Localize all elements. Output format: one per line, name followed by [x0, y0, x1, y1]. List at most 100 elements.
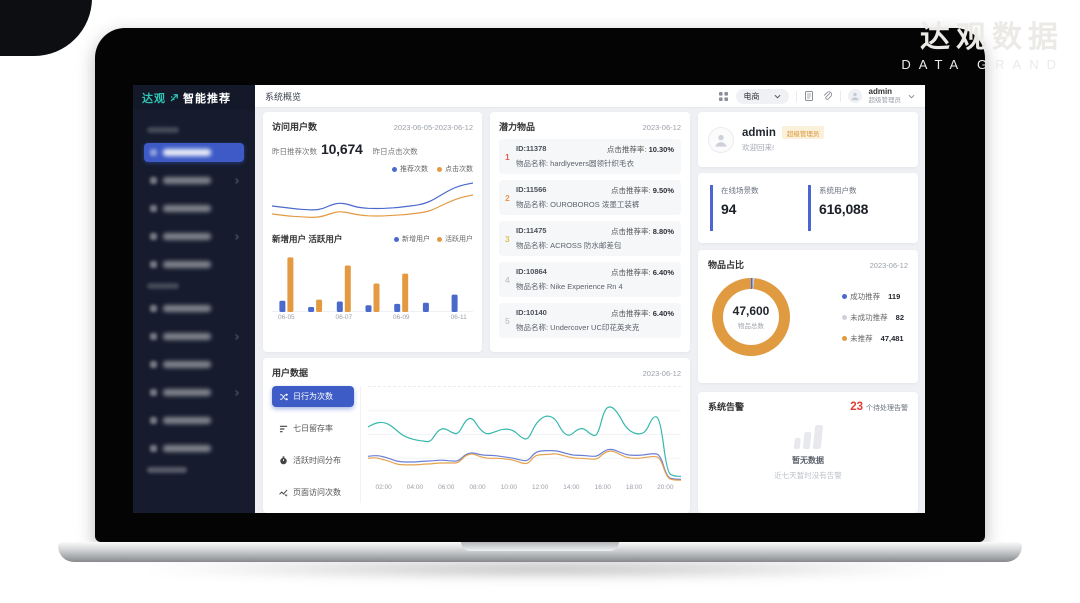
alerts-title: 系统告警 — [708, 402, 745, 412]
legend-label: 未成功推荐 — [850, 312, 888, 322]
user-data-tabs: 日行为次数 七日留存率 活跃时间分布 页面访问次数 — [272, 386, 360, 503]
chevron-down-icon[interactable] — [908, 94, 915, 99]
items-total-label: 物品总数 — [738, 323, 764, 330]
item-id-prefix: ID: — [516, 308, 526, 317]
x-tick-label — [301, 314, 330, 321]
sidebar-item-blurred[interactable] — [144, 411, 244, 430]
growth-chart-x-axis: 06-05 06-07 06-09 06-11 — [272, 314, 473, 321]
x-tick-label: 12:00 — [531, 484, 549, 491]
legend-dot-icon — [842, 314, 848, 320]
tab-label: 日行为次数 — [293, 392, 333, 401]
user-data-x-axis: 02:00 04:00 06:00 08:00 10:00 12:00 14:00 16:00… — [368, 484, 681, 491]
rec-count-label: 昨日推荐次数 — [272, 147, 317, 156]
potential-item-row[interactable]: 5 ID: 10140 点击推荐率: 6.40% 物品名称: Undercove… — [499, 303, 681, 338]
page-title: 系统概览 — [265, 91, 302, 102]
item-rate: 8.80% — [652, 227, 674, 236]
sidebar-item-icon — [150, 205, 157, 212]
user-role: 超级管理员 — [868, 96, 902, 104]
legend-dot-icon — [437, 236, 442, 242]
paperclip-icon[interactable] — [822, 91, 833, 102]
rank-badge: 1 — [505, 151, 510, 162]
welcome-user-name: admin — [742, 126, 776, 139]
kpi-label: 系统用户数 — [819, 186, 857, 195]
user-menu[interactable]: admin 超级管理员 — [868, 87, 902, 104]
legend-item: 活跃用户 — [437, 234, 473, 244]
legend-item: 未成功推荐 82 — [842, 312, 904, 323]
kpi-system-users: 系统用户数 616,088 — [808, 185, 906, 231]
potential-item-row[interactable]: 3 ID: 11475 点击推荐率: 8.80% 物品名称: ACROSS 防水… — [499, 221, 681, 256]
legend-value: 119 — [888, 291, 901, 301]
brand-watermark: 达观数据 DATA GRAND — [901, 12, 1064, 72]
sidebar-item-blurred[interactable] — [144, 355, 244, 374]
alerts-count-suffix: 个待处理告警 — [866, 405, 908, 412]
x-tick-label: 06-07 — [335, 314, 353, 321]
trend-cursor-icon — [279, 489, 288, 497]
item-rate-prefix: 点击推荐率: — [611, 227, 653, 236]
visit-chart-legend: 推荐次数 点击次数 — [272, 164, 473, 174]
kpi-value: 94 — [721, 201, 737, 217]
tab-page-visits[interactable]: 页面访问次数 — [272, 482, 354, 503]
sidebar-item-label-blurred — [163, 445, 211, 452]
main-content: 系统概览 电商 — [255, 85, 925, 513]
legend-value: 82 — [895, 312, 904, 322]
logo-product-text: 智能推荐 — [183, 92, 231, 105]
potential-item-row[interactable]: 2 ID: 11566 点击推荐率: 9.50% 物品名称: OUROBOROS… — [499, 180, 681, 215]
legend-value: 47,481 — [880, 333, 904, 343]
sidebar-item-blurred[interactable] — [144, 227, 244, 246]
sidebar-item-label-blurred — [163, 233, 211, 240]
potential-items-panel: 潜力物品 2023-06-12 1 ID: 11378 点击推荐率: 10.30… — [490, 112, 690, 352]
legend-dot-icon — [437, 166, 442, 172]
growth-bar-chart — [272, 250, 473, 312]
kpi-label: 在线场景数 — [721, 186, 759, 195]
tab-retention[interactable]: 七日留存率 — [272, 418, 354, 439]
rank-badge: 3 — [505, 233, 510, 244]
item-id-prefix: ID: — [516, 226, 526, 235]
legend-dot-icon — [392, 166, 397, 172]
sidebar-item-label-blurred — [163, 417, 211, 424]
sidebar-section-label-blurred — [147, 283, 179, 289]
sidebar-item-blurred-active[interactable] — [144, 143, 244, 162]
x-tick-label: 04:00 — [406, 484, 424, 491]
rank-badge: 4 — [505, 274, 510, 285]
tab-daily-behavior[interactable]: 日行为次数 — [272, 386, 354, 407]
user-data-line-chart — [368, 386, 681, 482]
sidebar-item-blurred[interactable] — [144, 255, 244, 274]
tab-active-time[interactable]: 活跃时间分布 — [272, 450, 354, 471]
potential-item-row[interactable]: 4 ID: 10864 点击推荐率: 6.40% 物品名称: Nike Expe… — [499, 262, 681, 297]
growth-chart-legend: 新增用户 活跃用户 — [394, 234, 473, 244]
item-rate-prefix: 点击推荐率: — [611, 186, 653, 195]
sidebar-item-blurred[interactable] — [144, 383, 244, 402]
item-id-prefix: ID: — [516, 185, 526, 194]
x-tick-label — [358, 314, 387, 321]
item-share-panel: 物品占比 2023-06-12 47,600 物品总数 成功推荐 — [698, 250, 918, 383]
apps-grid-icon[interactable] — [718, 91, 729, 102]
item-share-title: 物品占比 — [708, 260, 745, 270]
sidebar-item-blurred[interactable] — [144, 439, 244, 458]
kpi-online-scenes: 在线场景数 94 — [710, 185, 808, 231]
sidebar-item-icon — [150, 333, 157, 340]
item-name: ACROSS 防水邮差包 — [550, 241, 622, 250]
potential-panel-title: 潜力物品 — [499, 122, 536, 132]
sidebar-collapse-blurred[interactable] — [147, 467, 187, 473]
empty-state-title: 暂无数据 — [792, 456, 824, 465]
sidebar-item-label-blurred — [163, 305, 211, 312]
sidebar-item-blurred[interactable] — [144, 171, 244, 190]
legend-label: 推荐次数 — [400, 166, 428, 173]
sidebar-item-blurred[interactable] — [144, 199, 244, 218]
potential-item-row[interactable]: 1 ID: 11378 点击推荐率: 10.30% 物品名称: hardlyev… — [499, 139, 681, 174]
sidebar-item-label-blurred — [163, 389, 211, 396]
sidebar-item-label-blurred — [163, 205, 211, 212]
x-tick-label: 06-11 — [450, 314, 467, 321]
visit-users-line-chart — [272, 174, 473, 224]
scene-dropdown[interactable]: 电商 — [735, 88, 789, 104]
item-name-prefix: 物品名称: — [516, 159, 551, 168]
item-rate-prefix: 点击推荐率: — [611, 309, 653, 318]
tab-label: 活跃时间分布 — [293, 456, 341, 465]
document-icon[interactable] — [804, 91, 815, 102]
sidebar-item-blurred[interactable] — [144, 299, 244, 318]
sidebar-item-label-blurred — [163, 361, 211, 368]
item-name: Nike Experience Rn 4 — [550, 282, 623, 291]
user-avatar-icon[interactable] — [847, 89, 862, 103]
sidebar-item-blurred[interactable] — [144, 327, 244, 346]
app-logo: 达观 智能推荐 — [133, 85, 255, 110]
